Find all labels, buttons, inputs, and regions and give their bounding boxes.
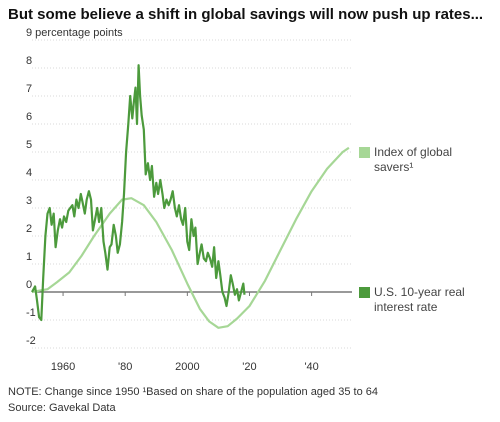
x-tick-label: '40: [304, 361, 318, 373]
y-tick-label: -2: [26, 335, 36, 347]
y-tick-label: 5: [26, 139, 32, 151]
x-tick-label: '80: [118, 361, 132, 373]
legend-label: Index of global: [374, 145, 452, 159]
x-tick-label: 2000: [175, 361, 199, 373]
legend-label: interest rate: [374, 300, 438, 314]
y-tick-label: 8: [26, 55, 32, 67]
y-tick-label: 9 percentage points: [26, 27, 123, 39]
legend-swatch: [359, 147, 370, 158]
y-tick-label: 4: [26, 167, 32, 179]
savers-index-line: [31, 146, 350, 329]
y-tick-label: 3: [26, 195, 32, 207]
y-tick-label: 0: [26, 279, 32, 291]
legend-label: savers¹: [374, 160, 413, 174]
chart-source: Source: Gavekal Data: [8, 402, 116, 414]
chart-title: But some believe a shift in global savin…: [8, 6, 484, 23]
y-tick-label: 7: [26, 83, 32, 95]
series-layer: [31, 64, 350, 329]
y-axis-ticks: 9 percentage points 8 7 6 5 4 3 2 1 0 -1 -2: [26, 27, 123, 347]
y-tick-label: 1: [26, 251, 32, 263]
y-tick-label: -1: [26, 307, 36, 319]
y-tick-label: 6: [26, 111, 32, 123]
legend-swatch: [359, 287, 370, 298]
x-axis-ticks: 1960 '80 2000 '20 '40: [51, 292, 319, 373]
x-tick-label: '20: [242, 361, 256, 373]
real-rate-line: [31, 64, 246, 322]
legend-label: U.S. 10-year real: [374, 285, 465, 299]
y-tick-label: 2: [26, 223, 32, 235]
chart-note: NOTE: Change since 1950 ¹Based on share …: [8, 386, 378, 398]
x-tick-label: 1960: [51, 361, 75, 373]
